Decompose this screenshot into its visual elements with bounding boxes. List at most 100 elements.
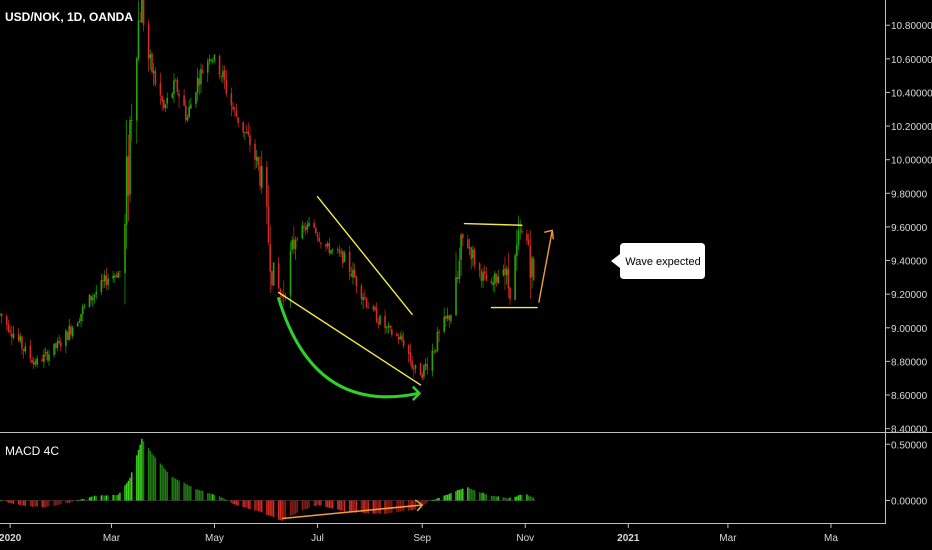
macd-bar xyxy=(95,496,97,501)
candle-body xyxy=(65,330,67,347)
candle-body xyxy=(159,83,162,96)
time-tick-label: 2020 xyxy=(0,533,22,544)
candle-body xyxy=(17,334,20,341)
macd-bar xyxy=(151,453,153,501)
candle-body xyxy=(301,225,304,239)
candle-body xyxy=(340,252,342,254)
candle-body xyxy=(467,239,469,249)
macd-bar xyxy=(212,494,214,501)
candle-body xyxy=(320,242,322,244)
macd-bar xyxy=(445,495,447,501)
candle-body xyxy=(426,364,429,370)
macd-bar xyxy=(340,500,342,511)
macd-bar xyxy=(485,494,488,501)
candle-body xyxy=(531,257,533,277)
macd-bar xyxy=(505,498,508,501)
candle-body xyxy=(196,77,199,93)
wedge-upper-line xyxy=(316,195,413,316)
macd-bar xyxy=(353,500,356,513)
candle-body xyxy=(117,272,120,278)
macd-bar xyxy=(502,497,505,501)
macd-bar xyxy=(213,495,216,501)
macd-bar xyxy=(443,495,445,501)
candle-body xyxy=(527,239,530,245)
candle-body xyxy=(490,280,493,284)
price-pane[interactable] xyxy=(0,0,535,381)
candle-body xyxy=(249,135,251,145)
macd-bar xyxy=(195,489,197,501)
macd-bar xyxy=(249,500,251,510)
macd-bar xyxy=(259,500,261,512)
macd-bar xyxy=(131,472,133,501)
candle-body xyxy=(225,79,228,94)
candle-body xyxy=(423,365,425,377)
macd-bar xyxy=(245,500,248,508)
macd-bar xyxy=(320,500,322,506)
callout: Wave expected xyxy=(611,243,705,279)
candle-body xyxy=(460,234,462,261)
macd-bar xyxy=(127,480,130,501)
candle-body xyxy=(112,275,114,279)
candle-body xyxy=(163,100,165,109)
candle-body xyxy=(407,345,410,354)
candle-body xyxy=(32,362,35,365)
macd-bar xyxy=(223,498,226,501)
macd-bar xyxy=(186,484,189,501)
macd-bar xyxy=(129,477,131,501)
macd-tick-label: 0.00000 xyxy=(891,497,928,508)
candle-body xyxy=(58,340,60,343)
macd-bar xyxy=(137,449,140,501)
candle-body xyxy=(230,93,233,106)
macd-bar xyxy=(468,488,471,501)
candle-body xyxy=(174,80,177,82)
macd-bar xyxy=(277,500,280,520)
price-tick-label: 9.60000 xyxy=(891,223,928,234)
macd-bar xyxy=(448,493,450,501)
candle-body xyxy=(259,165,261,186)
macd-bar xyxy=(325,500,327,507)
candle-body xyxy=(68,326,71,340)
candle-body xyxy=(326,243,329,246)
price-axis: 10.80000 10.60000 10.40000 10.20000 10.00000… xyxy=(885,21,932,436)
macd-bar xyxy=(90,496,92,501)
candle-body xyxy=(12,333,15,339)
macd-bar xyxy=(289,500,292,517)
macd-bar xyxy=(119,492,121,501)
candle-body xyxy=(247,131,250,135)
macd-bar xyxy=(60,500,62,505)
candle-body xyxy=(289,251,292,296)
candle-body xyxy=(434,349,437,352)
macd-bar xyxy=(125,483,128,501)
macd-bar xyxy=(462,488,464,501)
macd-bar xyxy=(66,500,69,503)
macd-bar xyxy=(93,495,96,501)
macd-bar xyxy=(76,500,79,502)
candle-body xyxy=(130,120,133,122)
macd-bar xyxy=(402,500,405,511)
candle-body xyxy=(372,307,375,309)
candle-body xyxy=(171,93,174,98)
candle-body xyxy=(9,330,11,333)
candle-body xyxy=(355,276,358,287)
candle-body xyxy=(304,227,307,231)
candle-body xyxy=(0,313,3,317)
candle-body xyxy=(348,251,351,273)
candle-body xyxy=(245,132,248,134)
macd-bar xyxy=(11,500,13,504)
candle-body xyxy=(308,222,310,227)
candle-body xyxy=(516,244,518,257)
time-tick-label: Sep xyxy=(413,533,431,544)
candle-body xyxy=(129,120,131,195)
candle-body xyxy=(34,360,37,365)
macd-bar xyxy=(24,500,27,507)
candle-body xyxy=(266,167,268,207)
candle-body xyxy=(517,230,520,246)
macd-bar xyxy=(261,500,263,513)
macd-bar xyxy=(71,500,74,502)
macd-bar xyxy=(230,500,233,503)
macd-pane[interactable] xyxy=(0,438,536,521)
candle-body xyxy=(41,359,44,362)
macd-trend-arrowhead xyxy=(414,499,424,512)
candle-body xyxy=(313,223,315,228)
